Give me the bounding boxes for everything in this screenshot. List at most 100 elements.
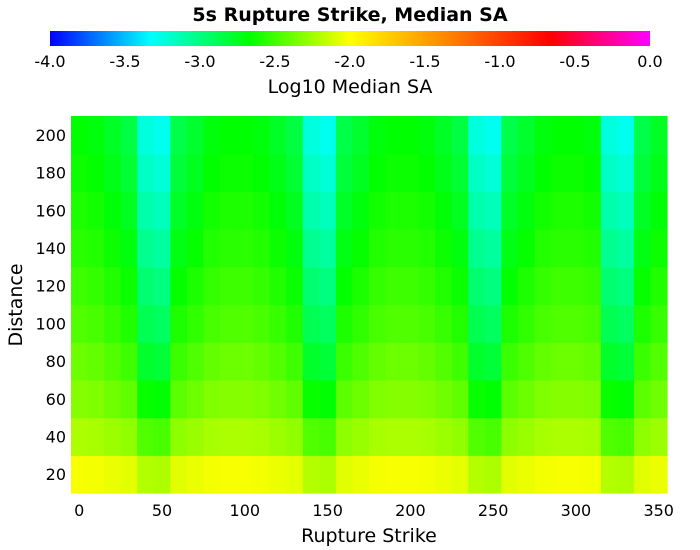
heatmap-cell [137,229,155,268]
heatmap-cell [518,304,536,343]
heatmap-cell [87,191,105,230]
heatmap-cell [203,266,221,306]
heatmap-cell [319,116,337,155]
heatmap-cell [600,304,618,343]
heatmap-cell [484,417,503,456]
heatmap-cell [352,116,370,155]
heatmap-cell [203,455,221,494]
heatmap-cell [584,379,602,419]
heatmap-cell [236,342,254,381]
heatmap-cell [551,417,569,456]
colorbar-tick-label: -1.5 [409,52,440,71]
heatmap-cell [633,191,652,230]
heatmap-cell [451,304,469,343]
heatmap-cell [253,116,271,155]
heatmap-cell [104,455,122,494]
heatmap-cell [319,379,337,419]
heatmap-cell [617,342,635,381]
heatmap-cell [286,417,304,456]
heatmap-cell [584,229,602,268]
heatmap-cell [104,116,122,155]
heatmap-cell [170,304,188,343]
heatmap-cell [418,342,436,381]
heatmap-cell [418,266,436,306]
heatmap-cell [253,191,271,230]
heatmap-cell [650,153,668,192]
heatmap-cell [551,304,569,343]
heatmap-cell [369,342,387,381]
heatmap-cell [186,191,205,230]
heatmap-cell [418,229,436,268]
heatmap-cell [418,153,436,192]
heatmap-cell [468,304,486,343]
heatmap-cell [567,191,585,230]
heatmap-cell [369,455,387,494]
heatmap-cell [302,342,320,381]
heatmap-cell [236,455,254,494]
heatmap-cell [186,266,205,306]
heatmap-cell [418,379,436,419]
heatmap-cell [269,229,287,268]
heatmap-cell [650,191,668,230]
heatmap-cell [203,191,221,230]
heatmap-cell [253,266,271,306]
heatmap-cell [402,266,420,306]
heatmap-cell [418,417,436,456]
heatmap-cell [87,342,105,381]
heatmap-cell [335,153,354,192]
heatmap-cell [269,266,287,306]
heatmap-cell [104,191,122,230]
heatmap-cell [385,455,403,494]
heatmap-cell [71,191,89,230]
heatmap-cell [484,379,503,419]
heatmap-cell [236,304,254,343]
heatmap-cell [335,379,354,419]
colorbar-ticks: -4.0 -3.5 -3.0 -2.5 -2.0 -1.5 -1.0 -0.5 0.0 [34,52,662,71]
heatmap-cell [567,379,585,419]
heatmap-cell [253,455,271,494]
heatmap-cell [418,116,436,155]
heatmap-cell [302,379,320,419]
heatmap-cell [203,153,221,192]
heatmap-cell [402,342,420,381]
heatmap-cell [120,304,138,343]
x-tick-label: 200 [395,501,426,520]
heatmap-cell [484,229,503,268]
heatmap-cell [468,455,486,494]
heatmap-cell [319,266,337,306]
heatmap-cells [71,116,668,494]
heatmap-cell [104,342,122,381]
heatmap-cell [402,153,420,192]
heatmap-cell [153,116,171,155]
heatmap-cell [170,266,188,306]
heatmap-cell [633,153,652,192]
heatmap-cell [369,153,387,192]
heatmap-cell [302,229,320,268]
heatmap-cell [650,379,668,419]
heatmap-cell [319,304,337,343]
heatmap-cell [319,417,337,456]
heatmap-cell [269,304,287,343]
y-tick-label: 180 [35,164,66,183]
heatmap-cell [71,116,89,155]
x-tick-label: 0 [74,501,84,520]
heatmap-cell [385,342,403,381]
heatmap-cell [186,379,205,419]
heatmap-cell [369,417,387,456]
heatmap-cell [153,455,171,494]
heatmap-cell [617,229,635,268]
colorbar-tick-label: -2.5 [259,52,290,71]
heatmap-cell [650,229,668,268]
heatmap-cell [501,417,519,456]
heatmap-cell [319,191,337,230]
heatmap-cell [484,304,503,343]
heatmap-cell [534,417,552,456]
y-tick-label: 200 [35,126,66,145]
heatmap-cell [633,229,652,268]
heatmap-cell [600,153,618,192]
heatmap-cell [71,304,89,343]
heatmap-cell [120,455,138,494]
heatmap-cell [335,417,354,456]
heatmap-cell [451,266,469,306]
heatmap-cell [120,153,138,192]
